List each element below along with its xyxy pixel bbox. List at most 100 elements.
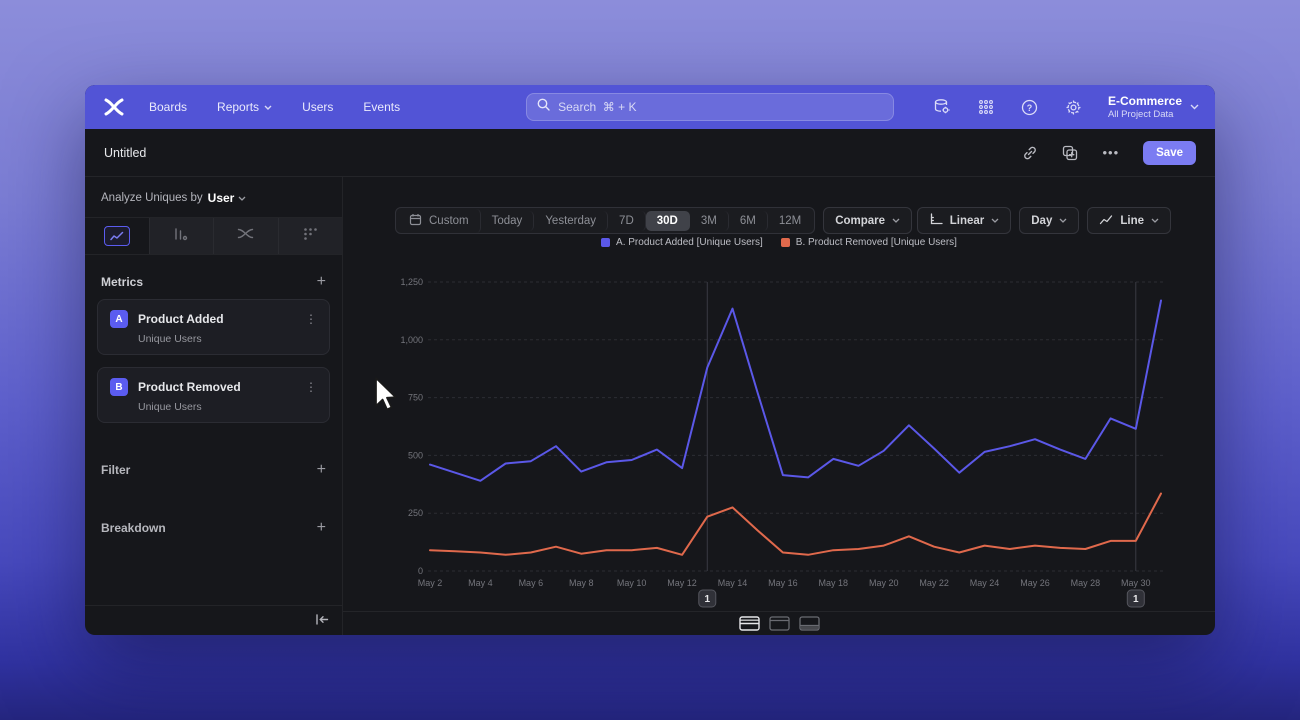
scale-dropdown[interactable]: Linear xyxy=(916,207,1012,234)
compare-dropdown[interactable]: Compare xyxy=(823,207,913,234)
svg-text:May 4: May 4 xyxy=(468,578,493,588)
chart-only-view-icon[interactable] xyxy=(768,616,790,631)
help-icon[interactable]: ? xyxy=(1020,97,1040,117)
app-window: Boards Reports Users Events xyxy=(85,85,1215,635)
axes-icon xyxy=(929,213,943,228)
range-yesterday[interactable]: Yesterday xyxy=(534,210,609,231)
copy-link-icon[interactable] xyxy=(1022,145,1038,161)
chart-toolbar: Custom Today Yesterday 7D 30D 3M 6M 12M … xyxy=(395,207,1171,234)
svg-text:750: 750 xyxy=(408,393,423,403)
mixpanel-logo-icon[interactable] xyxy=(101,96,127,118)
metric-card-b[interactable]: B Product Removed ⋮ Unique Users xyxy=(97,367,330,423)
dots-grid-icon xyxy=(303,227,318,245)
chevron-down-icon xyxy=(238,196,246,201)
collapse-sidebar-icon[interactable] xyxy=(315,612,329,630)
nav-item-boards[interactable]: Boards xyxy=(149,100,188,114)
chevron-down-icon xyxy=(991,218,999,223)
nav-right-group: ? E-Commerce All Project Data xyxy=(932,94,1199,120)
sidebar-footer xyxy=(85,605,342,635)
metric-name: Product Removed xyxy=(138,380,241,394)
metrics-title: Metrics xyxy=(101,275,144,289)
chevron-down-icon xyxy=(1190,104,1199,110)
metric-subtitle[interactable]: Unique Users xyxy=(138,401,202,413)
svg-text:May 28: May 28 xyxy=(1071,578,1101,588)
range-today[interactable]: Today xyxy=(481,210,535,231)
more-menu-icon[interactable]: ••• xyxy=(1102,144,1120,160)
range-3m[interactable]: 3M xyxy=(690,210,729,231)
metrics-section-header: Metrics + xyxy=(101,273,326,290)
metric-name: Product Added xyxy=(138,312,224,326)
chart-type-dropdown[interactable]: Line xyxy=(1087,207,1171,234)
tab-retention[interactable] xyxy=(278,218,342,254)
metric-badge-a: A xyxy=(110,310,128,328)
svg-text:May 26: May 26 xyxy=(1020,578,1050,588)
svg-text:250: 250 xyxy=(408,508,423,518)
add-breakdown-button[interactable]: + xyxy=(316,519,326,536)
svg-text:May 18: May 18 xyxy=(819,578,849,588)
chart-and-table-view-icon[interactable] xyxy=(738,616,760,631)
data-management-icon[interactable] xyxy=(932,97,952,117)
svg-text:1,000: 1,000 xyxy=(400,335,423,345)
table-only-view-icon[interactable] xyxy=(798,616,820,631)
svg-text:May 16: May 16 xyxy=(768,578,798,588)
line-chart-icon xyxy=(103,226,130,246)
metric-card-a[interactable]: A Product Added ⋮ Unique Users xyxy=(97,299,330,355)
date-range-group: Custom Today Yesterday 7D 30D 3M 6M 12M xyxy=(395,207,816,234)
tab-flows[interactable] xyxy=(214,218,279,254)
line-chart[interactable]: 0 250 500 750 1,000 1,250 1 1 May 2 May 4 May 6 May… xyxy=(343,270,1214,615)
top-nav: Boards Reports Users Events xyxy=(85,85,1215,129)
metric-subtitle[interactable]: Unique Users xyxy=(138,333,202,345)
range-7d[interactable]: 7D xyxy=(608,210,646,231)
add-metric-button[interactable]: + xyxy=(316,273,326,290)
apps-grid-icon[interactable] xyxy=(976,97,996,117)
range-12m[interactable]: 12M xyxy=(768,211,812,231)
analyze-by-row: Analyze Uniques by User xyxy=(85,177,342,217)
kebab-menu-icon[interactable]: ⋮ xyxy=(305,380,317,394)
series-a-swatch xyxy=(601,238,611,247)
project-name: E-Commerce xyxy=(1107,94,1182,109)
legend-series-a[interactable]: A. Product Added [Unique Users] xyxy=(601,237,763,248)
interval-dropdown[interactable]: Day xyxy=(1019,207,1080,234)
svg-text:500: 500 xyxy=(408,450,423,460)
tab-insights[interactable] xyxy=(85,218,150,254)
analyze-label: Analyze Uniques by xyxy=(101,192,203,204)
query-sidebar: Analyze Uniques by User xyxy=(85,177,343,635)
report-title[interactable]: Untitled xyxy=(104,145,147,160)
filter-section-header: Filter + xyxy=(101,461,326,478)
range-6m[interactable]: 6M xyxy=(729,210,768,231)
svg-text:1: 1 xyxy=(1133,594,1139,605)
report-type-tabs xyxy=(85,217,342,255)
chevron-down-icon xyxy=(892,218,900,223)
save-button[interactable]: Save xyxy=(1143,140,1196,165)
svg-text:?: ? xyxy=(1027,103,1033,113)
analyze-by-dropdown[interactable]: User xyxy=(208,191,247,205)
nav-item-reports[interactable]: Reports xyxy=(217,100,272,114)
breakdown-title: Breakdown xyxy=(101,521,166,535)
svg-text:1: 1 xyxy=(704,594,710,605)
settings-gear-icon[interactable] xyxy=(1064,97,1084,117)
svg-text:May 8: May 8 xyxy=(569,578,594,588)
global-search[interactable] xyxy=(526,93,895,121)
range-custom[interactable]: Custom xyxy=(398,208,481,233)
project-subtitle: All Project Data xyxy=(1107,108,1174,120)
svg-text:May 2: May 2 xyxy=(418,578,443,588)
tab-funnels[interactable] xyxy=(149,218,214,254)
series-b-swatch xyxy=(780,238,790,247)
svg-text:May 14: May 14 xyxy=(718,578,748,588)
svg-text:May 22: May 22 xyxy=(919,578,949,588)
bar-chart-icon xyxy=(173,227,189,246)
nav-item-users[interactable]: Users xyxy=(302,100,334,114)
kebab-menu-icon[interactable]: ⋮ xyxy=(305,312,317,326)
nav-item-events[interactable]: Events xyxy=(363,100,401,114)
breakdown-section-header: Breakdown + xyxy=(101,519,326,536)
legend-series-b[interactable]: B. Product Removed [Unique Users] xyxy=(780,237,957,248)
svg-text:May 20: May 20 xyxy=(869,578,899,588)
add-filter-button[interactable]: + xyxy=(316,461,326,478)
duplicate-icon[interactable] xyxy=(1062,145,1078,161)
search-input[interactable] xyxy=(558,100,884,114)
svg-text:1,250: 1,250 xyxy=(400,277,423,287)
range-30d[interactable]: 30D xyxy=(645,210,690,231)
chart-legend: A. Product Added [Unique Users] B. Produ… xyxy=(343,237,1215,248)
project-switcher[interactable]: E-Commerce All Project Data xyxy=(1108,94,1199,120)
